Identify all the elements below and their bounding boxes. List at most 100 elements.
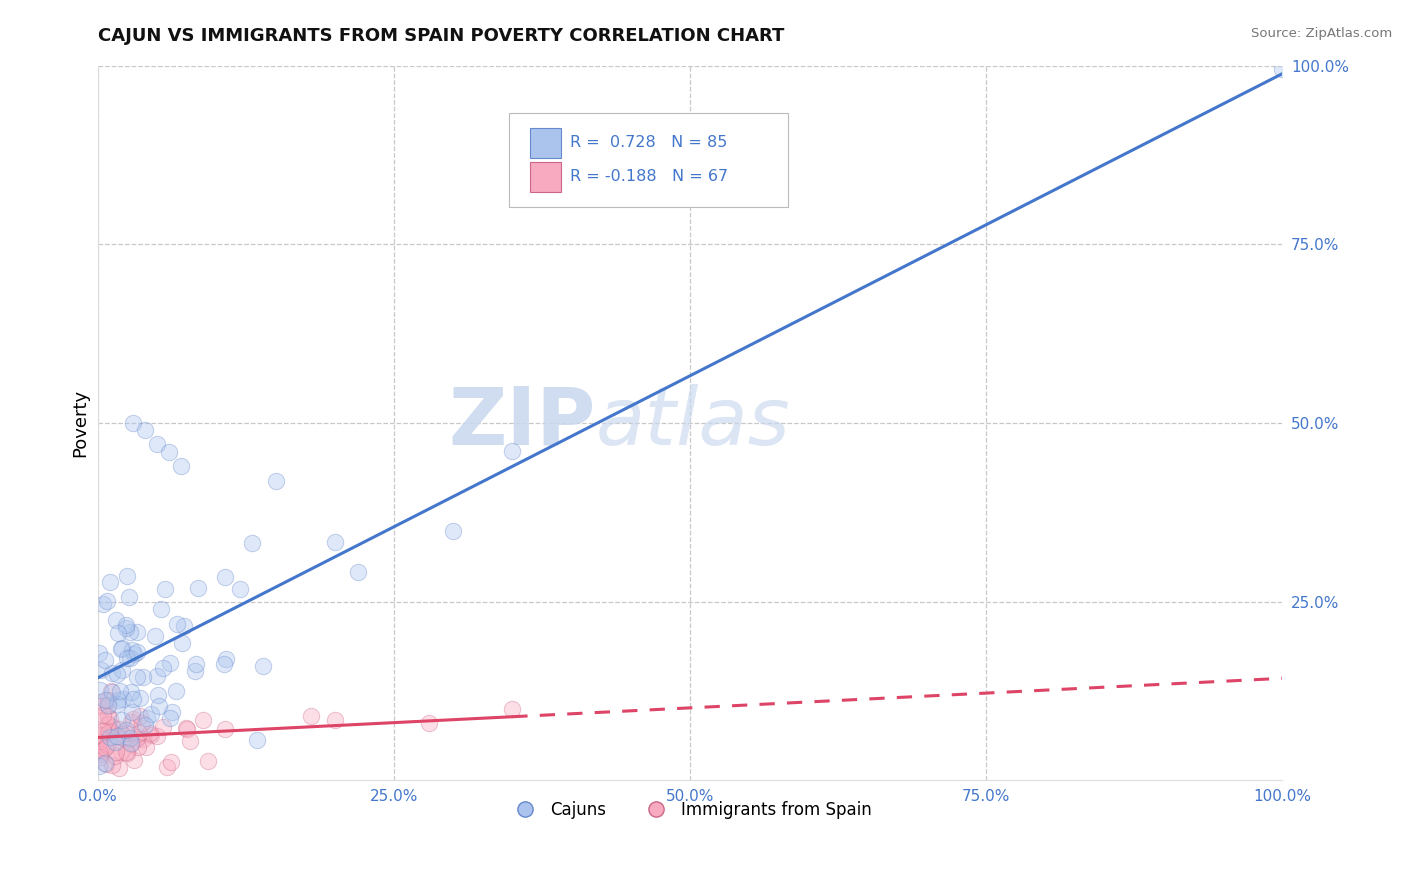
- Point: [90, 663, 112, 677]
- Point: [323, 534, 346, 549]
- Point: [118, 590, 141, 604]
- Point: [110, 641, 132, 656]
- Point: [139, 727, 162, 741]
- Point: [114, 726, 136, 740]
- Point: [121, 642, 143, 657]
- Point: [134, 718, 156, 732]
- Point: [323, 713, 346, 727]
- Point: [134, 423, 156, 437]
- Point: [110, 727, 132, 741]
- Point: [246, 732, 269, 747]
- Point: [87, 743, 110, 757]
- Point: [441, 524, 464, 539]
- Point: [90, 695, 112, 709]
- Point: [145, 669, 167, 683]
- Text: R = -0.188   N = 67: R = -0.188 N = 67: [571, 169, 728, 184]
- Point: [105, 745, 128, 759]
- Point: [160, 705, 183, 719]
- Point: [91, 742, 114, 756]
- Point: [347, 565, 370, 579]
- Point: [104, 613, 127, 627]
- Point: [148, 688, 170, 702]
- Point: [141, 706, 163, 721]
- Point: [132, 670, 155, 684]
- Point: [150, 601, 173, 615]
- Point: [160, 755, 183, 769]
- Legend: Cajuns, Immigrants from Spain: Cajuns, Immigrants from Spain: [502, 794, 879, 826]
- Point: [128, 725, 150, 739]
- Text: Source: ZipAtlas.com: Source: ZipAtlas.com: [1251, 27, 1392, 40]
- Point: [97, 693, 120, 707]
- Point: [94, 740, 117, 755]
- FancyBboxPatch shape: [530, 128, 561, 158]
- Point: [98, 724, 121, 739]
- Point: [115, 723, 138, 738]
- Point: [115, 745, 138, 759]
- Point: [135, 710, 157, 724]
- Point: [127, 625, 149, 640]
- Point: [214, 722, 236, 736]
- Point: [127, 730, 149, 744]
- Point: [115, 569, 138, 583]
- Point: [94, 653, 117, 667]
- Point: [110, 745, 132, 759]
- Point: [122, 416, 145, 430]
- Point: [104, 735, 127, 749]
- Point: [91, 597, 114, 611]
- Text: ZIP: ZIP: [449, 384, 595, 462]
- Point: [96, 756, 118, 771]
- Point: [152, 721, 174, 735]
- Point: [103, 748, 125, 763]
- Point: [214, 569, 236, 583]
- Point: [176, 722, 198, 736]
- Point: [215, 651, 238, 665]
- Point: [159, 711, 181, 725]
- Point: [98, 730, 121, 744]
- Point: [89, 731, 111, 746]
- Point: [299, 709, 322, 723]
- Point: [94, 756, 117, 771]
- Y-axis label: Poverty: Poverty: [72, 389, 89, 457]
- Point: [166, 617, 188, 632]
- Point: [107, 626, 129, 640]
- Point: [100, 665, 122, 680]
- Point: [156, 759, 179, 773]
- Text: CAJUN VS IMMIGRANTS FROM SPAIN POVERTY CORRELATION CHART: CAJUN VS IMMIGRANTS FROM SPAIN POVERTY C…: [98, 27, 785, 45]
- Point: [105, 666, 128, 681]
- Point: [124, 732, 146, 747]
- Point: [120, 651, 142, 665]
- Point: [172, 636, 194, 650]
- Point: [101, 685, 124, 699]
- Point: [111, 664, 134, 678]
- Point: [107, 693, 129, 707]
- Point: [127, 645, 149, 659]
- Text: atlas: atlas: [595, 384, 790, 462]
- Point: [179, 734, 201, 748]
- Point: [96, 716, 118, 731]
- Point: [176, 721, 198, 735]
- Point: [501, 702, 523, 716]
- Point: [89, 728, 111, 742]
- Point: [143, 629, 166, 643]
- Point: [115, 621, 138, 635]
- Point: [108, 760, 131, 774]
- Point: [96, 739, 118, 753]
- Point: [131, 716, 153, 731]
- Point: [128, 708, 150, 723]
- Point: [125, 670, 148, 684]
- Point: [93, 707, 115, 722]
- Point: [159, 656, 181, 670]
- Point: [105, 729, 128, 743]
- Point: [418, 716, 440, 731]
- Point: [139, 726, 162, 740]
- Point: [165, 683, 187, 698]
- Point: [157, 444, 180, 458]
- Point: [197, 754, 219, 768]
- Point: [155, 582, 177, 596]
- Point: [87, 713, 110, 727]
- Point: [120, 737, 142, 751]
- Point: [94, 693, 117, 707]
- Point: [135, 739, 157, 754]
- Point: [1271, 62, 1294, 77]
- Point: [122, 692, 145, 706]
